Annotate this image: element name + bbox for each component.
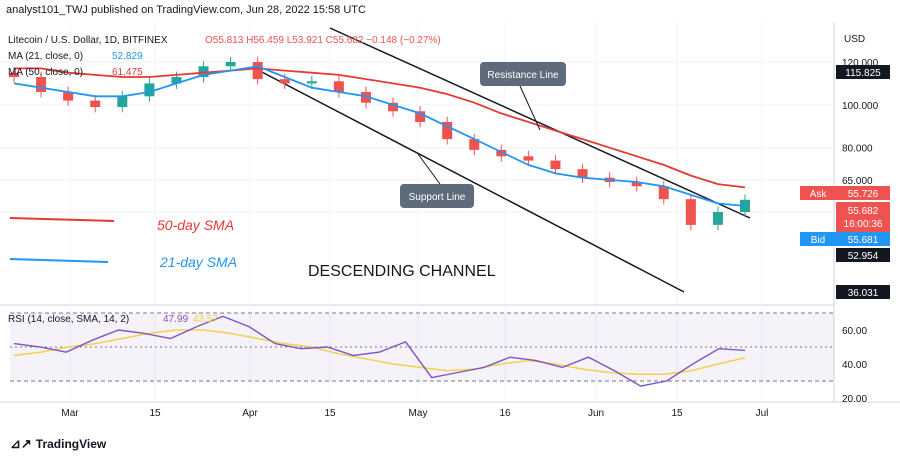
time-tick-label: Jul — [756, 408, 769, 419]
time-tick-label: Mar — [61, 408, 79, 419]
candle-body — [225, 62, 236, 67]
time-tick-label: 16 — [499, 408, 511, 419]
candle-body — [496, 149, 507, 157]
price-tick-label: 100.000 — [842, 101, 879, 112]
candle-body — [415, 111, 426, 122]
candle-body — [144, 83, 155, 97]
tradingview-logo[interactable]: ⊿↗ TradingView — [10, 436, 106, 452]
tradingview-brand: TradingView — [35, 437, 107, 451]
ma50-legend: MA (50, close, 0) — [8, 67, 83, 78]
tradingview-logo-icon: ⊿↗ — [10, 436, 32, 451]
rsi-axis-ticks: 60.00 40.00 20.00 — [842, 326, 867, 405]
candle-body — [442, 122, 453, 140]
candle-body — [9, 72, 19, 77]
time-tick-label: May — [409, 408, 428, 419]
candle-body — [117, 96, 128, 107]
price-tick-label: 65.000 — [842, 176, 873, 187]
rsi-legend-value: 47.99 — [163, 314, 188, 325]
candle-body — [63, 92, 74, 101]
candle-body — [171, 77, 182, 84]
ma21-legend: MA (21, close, 0) — [8, 51, 83, 62]
rsi-legend: RSI (14, close, SMA, 14, 2) — [8, 314, 129, 325]
support-line — [257, 69, 685, 293]
publisher-header: analyst101_TWJ published on TradingView.… — [6, 4, 366, 16]
symbol-legend: Litecoin / U.S. Dollar, 1D, BITFINEX — [8, 35, 168, 46]
candle-body — [279, 79, 290, 84]
candle-body — [631, 182, 642, 187]
ohlc-legend: O55.813 H56.459 L53.921 C55.682 −0.148 (… — [205, 35, 441, 46]
candle-body — [577, 169, 588, 178]
resistance-callout: Resistance Line — [480, 62, 566, 131]
candle-body — [712, 212, 723, 225]
time-tick-label: Apr — [242, 408, 258, 419]
sma50-label: 50-day SMA — [157, 217, 234, 233]
candle-body — [360, 92, 371, 103]
candle-body — [36, 77, 47, 92]
rsi-ma-legend-value: 43.57 — [193, 314, 218, 325]
channel-label: DESCENDING CHANNEL — [308, 263, 496, 280]
bid-label: Bid — [811, 235, 825, 246]
time-tick-label: Jun — [588, 408, 604, 419]
sma50-legend-line — [9, 217, 115, 222]
support-callout: Support Line — [400, 153, 474, 208]
bid-price: 55.681 — [848, 235, 879, 246]
ma21-price-tag: 52.954 — [848, 251, 879, 262]
rsi-ma-line — [13, 329, 746, 375]
time-axis-ticks: Mar 15 Apr 15 May 16 Jun 15 Jul — [61, 408, 768, 419]
candle-body — [523, 156, 534, 161]
candle-body — [252, 62, 263, 80]
ma50-line — [14, 67, 746, 189]
sma21-label: 21-day SMA — [159, 254, 237, 270]
sma21-legend-line — [9, 258, 109, 263]
rsi-line — [13, 315, 746, 387]
time-tick-label: 15 — [149, 408, 161, 419]
last-price: 55.682 — [848, 206, 879, 217]
ma21-line — [13, 65, 746, 207]
rsi-tick-label: 40.00 — [842, 360, 867, 371]
ma21-legend-value: 52.829 — [112, 51, 143, 62]
candle-body — [333, 81, 344, 92]
ma50-legend-value: 61.475 — [112, 67, 143, 78]
grid — [0, 22, 834, 402]
bar-countdown: 16:00:36 — [844, 219, 883, 230]
candle-body — [550, 160, 561, 170]
price-tick-label: 120.000 — [842, 58, 879, 69]
candle-body — [388, 102, 399, 112]
rsi-tick-label: 60.00 — [842, 326, 867, 337]
candle-body — [198, 66, 209, 77]
candle-body — [306, 81, 317, 84]
candles — [9, 56, 750, 231]
ask-label: Ask — [810, 189, 828, 200]
resistance-line — [329, 27, 751, 219]
currency-label: USD — [844, 34, 865, 45]
price-tick-label: 80.000 — [842, 144, 873, 155]
time-tick-label: 15 — [324, 408, 336, 419]
ask-price: 55.726 — [848, 189, 879, 200]
ma50-price-tag: 115.825 — [845, 68, 881, 79]
time-tick-label: 15 — [671, 408, 683, 419]
rsi-tick-label: 20.00 — [842, 394, 867, 405]
low-price-tag: 36.031 — [848, 288, 879, 299]
support-label: Support Line — [409, 192, 466, 203]
candle-body — [685, 199, 696, 225]
resistance-label: Resistance Line — [487, 70, 559, 81]
candle-body — [469, 139, 480, 150]
candle-body — [90, 100, 101, 107]
candle-body — [658, 186, 669, 200]
